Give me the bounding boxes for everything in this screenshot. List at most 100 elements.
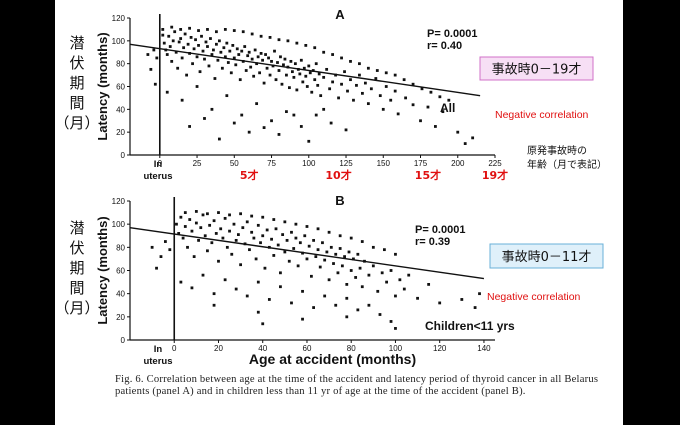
data-point-a: [411, 82, 415, 86]
x-tick-label-b: 140: [477, 344, 491, 353]
data-point-b: [309, 274, 313, 278]
data-point-b: [203, 234, 207, 238]
data-point-b: [270, 237, 273, 241]
data-point-a: [295, 41, 299, 45]
data-point-a: [270, 59, 273, 63]
data-point-b: [394, 252, 397, 256]
data-point-a: [299, 125, 303, 128]
data-point-a: [152, 48, 156, 52]
data-point-a: [366, 102, 370, 106]
data-point-a: [441, 110, 445, 114]
data-point-b: [223, 278, 227, 282]
x-tick-label-b: 20: [214, 344, 223, 353]
data-point-b: [179, 215, 183, 219]
slide: 0 20 40 60 80 100 120 0 25 50 75 100 125 150 175 200 225…: [55, 0, 623, 425]
data-point-a: [207, 64, 211, 68]
data-point-b: [349, 269, 353, 272]
data-point-a: [243, 45, 247, 48]
data-point-b: [228, 213, 231, 217]
data-point-a: [210, 53, 214, 56]
data-point-b: [208, 223, 212, 227]
data-point-b: [201, 213, 205, 217]
data-point-a: [180, 98, 184, 102]
y-axis-label-b: Latency (months): [95, 216, 110, 324]
data-point-a: [420, 87, 424, 91]
data-point-a: [299, 58, 303, 62]
data-point-a: [246, 54, 250, 58]
x-tick-label-b: 40: [258, 344, 267, 353]
data-point-b: [360, 285, 364, 289]
data-point-a: [255, 102, 259, 106]
data-point-a: [189, 36, 193, 39]
data-point-a: [258, 71, 262, 75]
data-point-a: [447, 98, 451, 102]
data-point-b: [163, 240, 167, 243]
x-tick-label-b: 60: [303, 344, 312, 353]
data-point-a: [197, 44, 200, 47]
jp-ylabel-char-a: （月）: [55, 114, 100, 132]
data-point-b: [206, 212, 209, 216]
data-point-b: [287, 259, 291, 263]
data-point-b: [354, 276, 358, 279]
data-point-a: [179, 37, 183, 40]
data-point-b: [294, 222, 298, 226]
y-tick-label-a: 100: [112, 37, 126, 46]
data-point-a: [273, 49, 276, 53]
data-point-b: [159, 255, 163, 258]
data-point-a: [200, 34, 203, 38]
data-point-b: [473, 306, 477, 309]
x-tick-label-b: 120: [433, 344, 447, 353]
data-point-b: [323, 258, 327, 262]
data-point-a: [222, 46, 226, 50]
data-point-b: [279, 271, 282, 275]
data-point-a: [374, 77, 378, 80]
data-point-a: [217, 39, 221, 43]
data-point-b: [212, 292, 216, 296]
y-tick-label-b: 20: [116, 313, 125, 322]
data-point-b: [371, 245, 375, 249]
data-point-a: [328, 87, 332, 91]
data-point-b: [303, 234, 307, 238]
data-point-b: [225, 245, 229, 249]
data-point-a: [375, 69, 379, 72]
data-point-a: [434, 125, 437, 128]
data-point-b: [183, 225, 187, 228]
data-point-a: [411, 103, 415, 107]
data-point-a: [171, 39, 175, 43]
data-point-a: [180, 56, 184, 60]
x-tick-label-a: 0: [158, 159, 163, 168]
data-point-a: [215, 30, 218, 34]
x-tick-label-a: 150: [377, 159, 391, 168]
data-point-a: [235, 47, 239, 51]
data-point-a: [301, 80, 305, 84]
data-point-b: [155, 266, 158, 270]
x-tick-label-a: 100: [302, 159, 316, 168]
data-point-a: [170, 59, 174, 63]
data-point-a: [438, 95, 442, 99]
data-point-a: [282, 63, 285, 67]
data-point-b: [181, 236, 185, 240]
data-point-a: [259, 51, 263, 55]
data-point-b: [334, 252, 338, 256]
data-point-a: [276, 61, 279, 64]
data-point-a: [277, 133, 281, 136]
data-point-a: [305, 85, 309, 88]
data-point-a: [325, 67, 329, 71]
data-point-b: [356, 252, 360, 256]
data-point-b: [150, 245, 154, 249]
jp-ylabel-char-b: 期: [69, 259, 84, 277]
data-point-a: [153, 82, 157, 86]
data-point-b: [234, 238, 238, 242]
data-point-a: [244, 69, 248, 72]
data-point-a: [310, 90, 314, 94]
data-point-b: [349, 236, 353, 240]
data-point-a: [213, 77, 217, 80]
data-point-b: [378, 313, 382, 316]
data-point-a: [358, 62, 361, 66]
data-point-a: [298, 72, 302, 76]
data-point-b: [316, 227, 320, 231]
data-point-a: [277, 69, 281, 72]
data-point-b: [371, 264, 375, 268]
data-point-b: [460, 298, 464, 301]
p-value-a: P= 0.0001: [427, 28, 477, 40]
